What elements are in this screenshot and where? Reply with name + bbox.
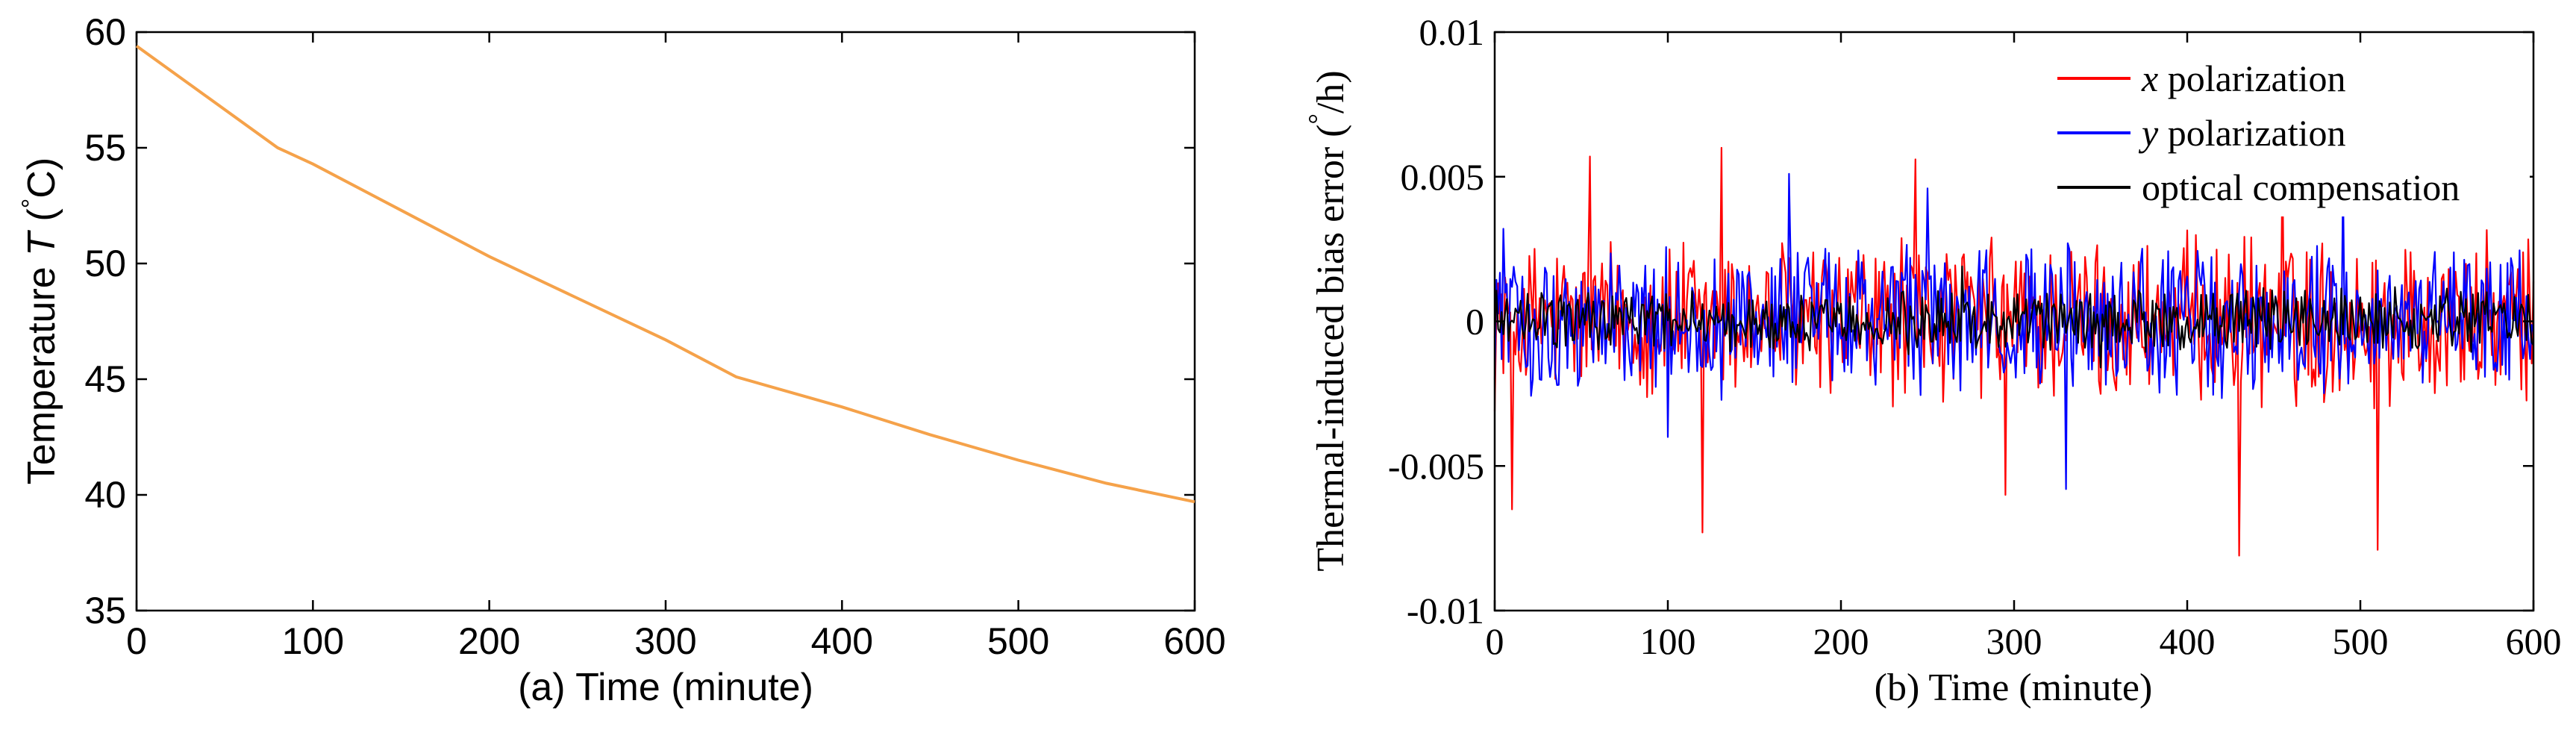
y-axis-label-a: Temperature T (°C) [17,157,63,484]
temperature-curve [135,44,1195,504]
x-tick-label: 500 [2333,620,2389,662]
plot-frame-a [135,31,1196,612]
y-tick-label: 35 [84,590,126,631]
x-tick-label: 100 [1640,620,1696,662]
x-tick-label: 100 [282,620,344,662]
y-tick-label: 55 [84,127,126,169]
x-axis-label-b: (b) Time (minute) [1875,667,2153,709]
legend-label-optical: optical compensation [2142,166,2460,208]
y-tick-label: -0.005 [1388,445,1484,487]
series-line-1 [1493,172,2535,490]
y-ticks-a: 35 40 45 50 55 60 [84,11,1195,631]
x-tick-label: 0 [1486,620,1504,662]
y-tick-label: -0.01 [1407,590,1484,631]
x-tick-label: 500 [987,620,1049,662]
legend-label-x: x polarization [2141,57,2346,99]
x-tick-label: 400 [811,620,873,662]
x-tick-label: 400 [2160,620,2216,662]
x-tick-label: 200 [1813,620,1869,662]
y-axis-label-b: Thermal-induced bias error (°/h) [1303,70,1352,571]
x-tick-label: 600 [1163,620,1225,662]
temperature-chart: 0 100 200 300 400 500 600 35 40 45 50 55 60 (a) Tim… [17,11,1226,709]
x-tick-label: 300 [1986,620,2042,662]
legend-label-y: y polarization [2138,112,2346,154]
y-tick-label: 40 [84,474,126,516]
series-line-2 [1493,265,2534,369]
y-tick-label: 45 [84,358,126,400]
x-tick-label: 600 [2506,620,2562,662]
y-tick-label: 0.005 [1401,156,1485,198]
bias-error-chart: 0 100 200 300 400 500 600 -0.01 -0.005 0 0.005 0.0… [1303,11,2562,709]
x-axis-label-a: (a) Time (minute) [518,666,813,709]
bias-error-series [1493,146,2535,557]
x-ticks-a: 0 100 200 300 400 500 600 [126,32,1226,662]
x-ticks-b: 0 100 200 300 400 500 600 [1486,32,2562,662]
legend: x polarization y polarization optical co… [2045,45,2530,216]
y-ticks-b: -0.01 -0.005 0 0.005 0.01 [1388,11,2533,631]
y-tick-label: 0 [1466,301,1484,343]
y-tick-label: 50 [84,243,126,284]
x-tick-label: 300 [634,620,696,662]
y-tick-label: 60 [84,11,126,53]
y-tick-label: 0.01 [1419,11,1485,53]
x-tick-label: 200 [458,620,520,662]
x-tick-label: 0 [126,620,147,662]
